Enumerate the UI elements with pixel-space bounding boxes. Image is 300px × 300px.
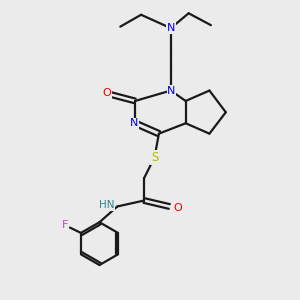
Text: S: S bbox=[151, 151, 158, 164]
Text: N: N bbox=[167, 85, 176, 96]
Text: O: O bbox=[173, 203, 182, 213]
Text: F: F bbox=[62, 220, 68, 230]
Text: N: N bbox=[130, 118, 139, 128]
Text: HN: HN bbox=[99, 200, 115, 210]
Text: O: O bbox=[103, 88, 111, 98]
Text: N: N bbox=[167, 23, 175, 33]
